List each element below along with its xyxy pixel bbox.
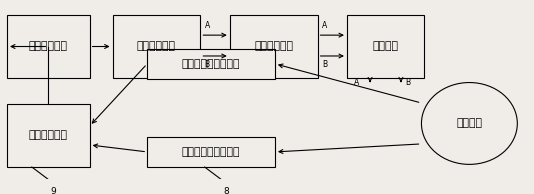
Text: A: A [322,21,327,30]
Text: B: B [322,60,327,69]
Text: 频率发生电路: 频率发生电路 [29,42,68,52]
Text: A: A [354,78,359,87]
Text: 其他传感器控制单元: 其他传感器控制单元 [182,59,240,69]
FancyBboxPatch shape [113,15,200,78]
Text: 超声电机: 超声电机 [457,119,482,128]
Text: 分频移向电路: 分频移向电路 [137,42,176,52]
FancyBboxPatch shape [230,15,318,78]
FancyBboxPatch shape [7,15,90,78]
Text: B: B [405,78,410,87]
FancyBboxPatch shape [147,137,275,167]
FancyBboxPatch shape [7,104,90,167]
FancyBboxPatch shape [347,15,424,78]
Text: 温度传感器控制单元: 温度传感器控制单元 [182,147,240,157]
FancyBboxPatch shape [147,49,275,79]
Text: 功率放大电路: 功率放大电路 [254,42,293,52]
Ellipse shape [421,82,517,164]
Text: 电机控制单元: 电机控制单元 [29,130,68,140]
Text: 8: 8 [223,187,229,194]
Text: A: A [205,21,210,30]
Text: 匹配电路: 匹配电路 [373,42,398,52]
Text: 9: 9 [51,187,56,194]
Text: B: B [205,60,210,69]
